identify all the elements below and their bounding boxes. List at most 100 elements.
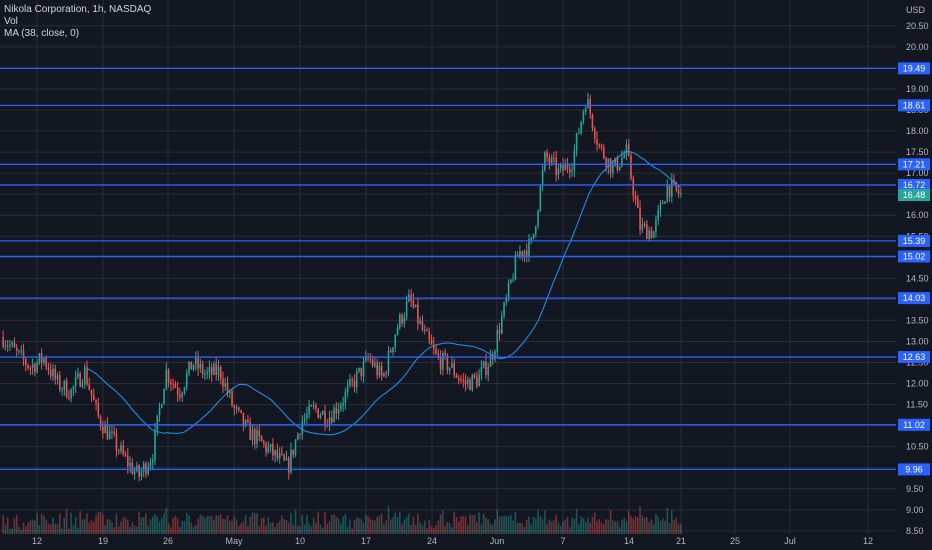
volume-bar [56, 524, 59, 534]
volume-bar [464, 516, 467, 534]
candle-body [387, 350, 390, 374]
candle-body [344, 391, 347, 404]
volume-bar [199, 514, 202, 534]
volume-bar [93, 521, 95, 534]
volume-bar [399, 511, 401, 534]
candle-body [297, 433, 299, 441]
candle-body [117, 450, 120, 452]
volume-legend[interactable]: Vol [4, 16, 18, 27]
price-tick-label: 20.00 [906, 42, 929, 52]
volume-bar [102, 514, 104, 534]
volume-bar [367, 516, 369, 534]
candle-body [426, 329, 428, 332]
volume-bar [605, 519, 607, 534]
volume-bar [260, 517, 263, 534]
volume-bar [600, 522, 603, 534]
time-tick-label: May [225, 536, 243, 546]
horizontal-levels[interactable] [0, 67, 896, 471]
candle-body [414, 304, 417, 307]
candle-body [675, 181, 678, 190]
candle-body [31, 364, 34, 369]
volume-bar [389, 519, 392, 534]
volume-bar [219, 514, 222, 534]
volume-bar [174, 516, 177, 534]
volume-bar [136, 526, 138, 534]
volume-bar [86, 513, 88, 534]
price-axis-bg[interactable] [896, 0, 932, 550]
volume-bar [138, 511, 140, 534]
volume-bar [675, 517, 678, 534]
volume-bar [637, 517, 639, 534]
volume-bar [242, 521, 245, 534]
candle-body [378, 365, 381, 376]
candle-body [428, 331, 431, 340]
candle-body [528, 239, 530, 257]
volume-bar [206, 516, 208, 534]
volume-bar [380, 513, 383, 534]
candle-body [335, 407, 338, 414]
volume-bar [385, 520, 387, 534]
candle-body [319, 415, 322, 419]
candle-body [149, 462, 152, 467]
candle-body [541, 169, 544, 186]
candle-body [453, 363, 455, 376]
volume-bar [308, 523, 310, 534]
volume-bar [661, 518, 664, 534]
candle-body [392, 347, 394, 353]
candle-body [351, 379, 353, 381]
volume-bar [204, 518, 206, 534]
volume-bar [650, 519, 653, 534]
candle-body [6, 345, 9, 347]
volume-bar [666, 508, 669, 534]
volume-bar [630, 516, 632, 534]
volume-bar [331, 515, 333, 534]
volume-bar [433, 527, 435, 534]
candle-body [40, 353, 43, 363]
chart-legend: Nikola Corporation, 1h, NASDAQ Vol MA (3… [4, 4, 151, 40]
ma-legend[interactable]: MA (38, close, 0) [4, 28, 80, 39]
volume-bar [501, 516, 503, 534]
candle-body [260, 435, 263, 442]
candle-body [494, 351, 496, 360]
candle-body [340, 405, 342, 410]
candle-body [145, 463, 147, 474]
volume-bar [65, 509, 68, 534]
time-axis-bg[interactable] [0, 534, 932, 550]
volume-bar [578, 524, 580, 534]
candle-body [559, 163, 562, 169]
level-tag-label: 17.21 [903, 159, 926, 169]
volume-bar [562, 521, 564, 534]
volume-bar [437, 520, 440, 534]
time-tick-label: 24 [427, 536, 437, 546]
candle-body [410, 294, 412, 301]
volume-bar [70, 512, 72, 534]
volume-bar [550, 521, 553, 534]
candle-body [192, 364, 195, 370]
candle-body [421, 321, 424, 331]
candle-body [285, 458, 288, 461]
volume-bar [507, 516, 510, 534]
volume-bar [335, 517, 338, 534]
volume-bar [74, 517, 77, 534]
volume-bar [235, 519, 238, 534]
candle-body [587, 98, 589, 109]
candle-body [480, 367, 483, 375]
symbol-title[interactable]: Nikola Corporation, 1h, NASDAQ [4, 4, 152, 15]
candle-body [303, 418, 306, 422]
volume-bar [97, 512, 100, 534]
time-tick-label: Jul [784, 536, 796, 546]
volume-bar [403, 519, 406, 534]
candle-body [385, 373, 387, 375]
candle-body [301, 421, 304, 435]
volume-bar [494, 519, 496, 534]
candle-body [310, 405, 313, 407]
volume-bar [106, 519, 109, 534]
level-tag [898, 418, 930, 431]
volume-bar [145, 513, 147, 534]
time-tick-label: 12 [863, 536, 873, 546]
volume-bar [294, 509, 297, 534]
volume-bar [154, 513, 156, 534]
volume-bar [88, 522, 91, 534]
volume-bar [201, 515, 204, 534]
